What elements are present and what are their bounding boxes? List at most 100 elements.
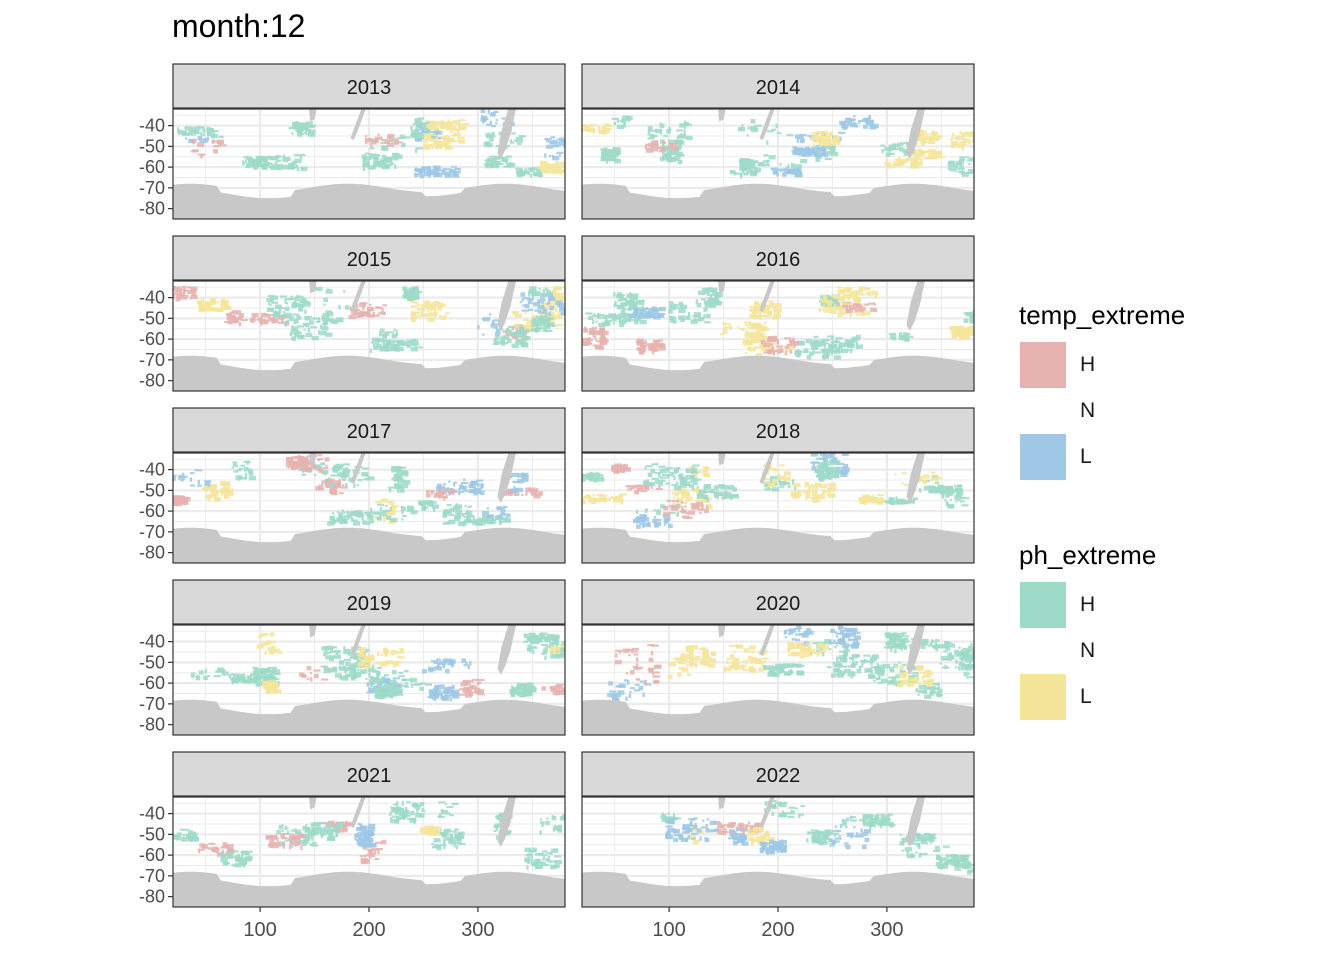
extreme-cell [433, 172, 438, 175]
extreme-cell [221, 483, 229, 486]
extreme-cell [670, 474, 674, 477]
extreme-cell [214, 301, 220, 304]
extreme-cell [914, 150, 918, 155]
extreme-cell [823, 490, 828, 493]
extreme-cell [442, 315, 448, 318]
facet-panel-2013: 2013-40-50-60-70-80 [139, 63, 570, 220]
extreme-cell [975, 143, 982, 145]
extreme-cell [827, 483, 830, 486]
extreme-cell [769, 463, 772, 468]
extreme-cell [703, 307, 706, 312]
extreme-cell [556, 292, 565, 296]
extreme-cell [199, 138, 207, 143]
extreme-cell [766, 338, 770, 343]
extreme-cell [541, 652, 544, 655]
extreme-cell [603, 321, 611, 327]
extreme-cell [961, 132, 966, 137]
extreme-cell [591, 472, 599, 478]
extreme-cell [909, 157, 917, 160]
extreme-cell [568, 150, 570, 152]
extreme-cell [485, 160, 494, 165]
extreme-cell [819, 483, 828, 489]
extreme-cell [811, 136, 820, 139]
extreme-cell [507, 492, 513, 495]
extreme-cell [266, 640, 272, 645]
extreme-cell [587, 498, 596, 503]
extreme-cell [824, 310, 830, 313]
extreme-cell [533, 289, 536, 293]
extreme-cell [442, 168, 450, 171]
extreme-cell [976, 157, 978, 159]
extreme-cell [390, 160, 393, 165]
extreme-cell [403, 480, 411, 485]
extreme-cell [562, 162, 565, 168]
extreme-cell [393, 475, 399, 481]
extreme-cell [321, 678, 329, 681]
extreme-cell [527, 685, 530, 690]
extreme-cell [451, 665, 454, 668]
extreme-cell [291, 332, 295, 335]
extreme-cell [435, 130, 443, 135]
extreme-cell [366, 691, 374, 694]
extreme-cell [706, 287, 714, 293]
extreme-cell [402, 136, 411, 139]
extreme-cell [668, 157, 677, 163]
extreme-cell [799, 134, 807, 137]
extreme-cell [180, 479, 184, 482]
extreme-cell [820, 298, 828, 304]
extreme-cell [321, 326, 329, 331]
extreme-cell [519, 340, 527, 345]
extreme-cell [634, 300, 642, 305]
extreme-cell [433, 493, 439, 498]
extreme-cell [843, 463, 849, 469]
extreme-cell [831, 453, 837, 455]
y-tick-label: -80 [139, 199, 165, 219]
extreme-cell [333, 480, 341, 485]
extreme-cell [232, 316, 240, 320]
extreme-cell [345, 469, 351, 472]
extreme-cell [352, 521, 361, 526]
extreme-cell [793, 169, 797, 174]
extreme-cell [566, 473, 571, 477]
extreme-cell [977, 139, 982, 143]
extreme-cell [841, 310, 847, 316]
extreme-cell [818, 137, 826, 140]
extreme-cell [574, 129, 576, 133]
extreme-cell [953, 335, 959, 338]
extreme-cell [784, 337, 792, 340]
extreme-cell [534, 172, 542, 177]
extreme-cell [454, 481, 457, 484]
extreme-cell [521, 332, 527, 337]
extreme-cell [647, 125, 653, 131]
extreme-cell [445, 145, 449, 150]
extreme-cell [369, 679, 374, 684]
extreme-cell [168, 495, 173, 497]
extreme-cell [638, 314, 644, 319]
extreme-cell [267, 294, 271, 297]
extreme-cell [411, 317, 415, 322]
extreme-cell [752, 310, 755, 316]
extreme-cell [784, 346, 790, 349]
extreme-cell [198, 670, 204, 675]
extreme-cell [785, 169, 789, 175]
extreme-cell [458, 123, 461, 128]
extreme-cell [779, 485, 785, 488]
extreme-cell [212, 149, 218, 154]
extreme-cell [428, 668, 434, 673]
extreme-cell [685, 468, 689, 473]
extreme-cell [800, 149, 803, 152]
extreme-cell [931, 476, 939, 482]
extreme-cell [608, 313, 616, 318]
extreme-cell [357, 478, 363, 482]
extreme-cell [755, 354, 759, 357]
extreme-cell [647, 521, 650, 527]
extreme-cell [315, 485, 321, 491]
extreme-cell [346, 510, 349, 514]
extreme-cell [767, 467, 776, 470]
extreme-cell [551, 145, 559, 148]
extreme-cell [622, 302, 626, 307]
extreme-cell [598, 322, 606, 328]
extreme-cell [481, 483, 484, 488]
extreme-cell [495, 119, 498, 122]
extreme-cell [846, 306, 851, 309]
